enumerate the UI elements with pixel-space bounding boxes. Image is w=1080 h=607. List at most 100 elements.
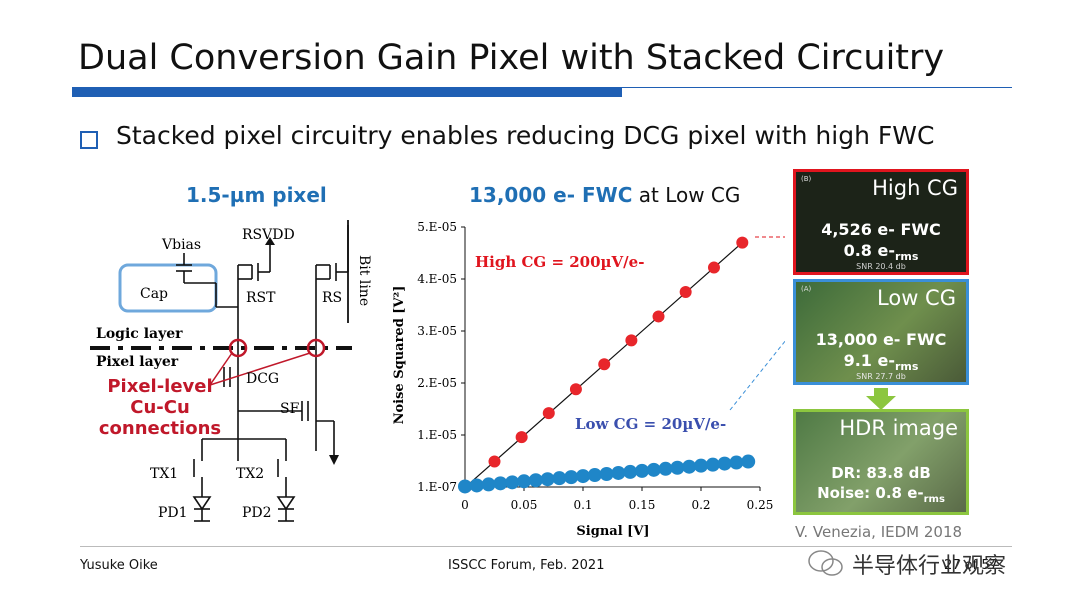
- low-cg-point: [741, 454, 756, 469]
- footer-page: 27 of 57: [944, 558, 998, 573]
- annotation-high-cg: High CG = 200µV/e-: [475, 253, 644, 271]
- label-pd2: PD2: [242, 505, 272, 521]
- label-vbias: Vbias: [161, 237, 201, 253]
- label-rs: RS: [322, 290, 342, 306]
- label-cap: Cap: [140, 286, 168, 302]
- low-cg-point: [493, 476, 508, 491]
- low-cg-point: [576, 469, 590, 484]
- label-pixel-layer: Pixel layer: [96, 354, 179, 370]
- y-axis-label: Noise Squared [V²]: [392, 286, 407, 425]
- low-cg-point: [729, 455, 744, 470]
- footer-divider: [80, 546, 1012, 547]
- high-cg-noise: 0.8 e-rms: [796, 241, 966, 263]
- low-cg-fwc: 13,000 e- FWC: [815, 330, 947, 349]
- label-pd1: PD1: [158, 505, 188, 521]
- hdr-dr: DR: 83.8 dB: [831, 464, 931, 482]
- x-tick-label: 0.25: [747, 498, 774, 512]
- high-cg-point: [488, 455, 501, 468]
- cucu-line-1: Pixel-level: [107, 376, 213, 397]
- low-cg-point: [682, 459, 697, 474]
- high-cg-point: [736, 236, 749, 249]
- title-underline-thin: [622, 87, 1012, 88]
- label-tx2: TX2: [236, 466, 264, 482]
- y-tick-label: 2.E-05: [417, 376, 457, 390]
- hdr-panel: HDR image DR: 83.8 dB Noise: 0.8 e-rms: [793, 409, 969, 515]
- high-cg-point: [542, 407, 555, 420]
- chart-heading-rest: at Low CG: [632, 183, 741, 207]
- high-cg-title: High CG: [872, 176, 958, 200]
- low-cg-point: [540, 472, 555, 487]
- high-cg-panel: (B) High CG 4,526 e- FWC 0.8 e-rms SNR 2…: [793, 169, 969, 275]
- low-cg-point: [587, 468, 602, 483]
- title-underline: [72, 87, 622, 97]
- low-cg-point: [623, 464, 638, 479]
- high-cg-fwc: 4,526 e- FWC: [821, 220, 941, 239]
- bullet-text: Stacked pixel circuitry enables reducing…: [116, 121, 935, 150]
- high-cg-tag: (B): [801, 175, 812, 183]
- footer-author: Yusuke Oike: [80, 558, 158, 573]
- hdr-noise-value: Noise: 0.8 e-: [817, 484, 924, 502]
- low-cg-noise-sub: rms: [894, 360, 919, 374]
- high-cg-snr: SNR 20.4 db: [856, 262, 906, 271]
- label-rsvdd: RSVDD: [242, 227, 295, 243]
- low-cg-point: [505, 475, 520, 490]
- high-cg-point: [598, 358, 611, 371]
- low-cg-point: [646, 462, 661, 477]
- label-dcg: DCG: [246, 371, 279, 387]
- low-cg-tag: (A): [801, 285, 812, 293]
- high-cg-point: [515, 431, 528, 444]
- y-tick-label: 1.E-05: [417, 428, 457, 442]
- x-tick-label: 0: [461, 498, 469, 512]
- high-cg-point: [625, 334, 638, 347]
- high-cg-point: [569, 383, 582, 396]
- chart-heading-bold: 13,000 e- FWC: [469, 183, 633, 207]
- low-cg-point: [611, 465, 626, 480]
- low-cg-point: [599, 467, 614, 481]
- label-tx1: TX1: [150, 466, 178, 482]
- low-cg-point: [469, 478, 484, 493]
- low-cg-point: [458, 479, 472, 494]
- low-cg-point: [481, 477, 496, 492]
- x-tick-label: 0.05: [511, 498, 538, 512]
- pixel-schematic: Vbias RSVDD Cap RST RS Bit line Logic la…: [90, 220, 372, 522]
- label-bitline: Bit line: [356, 255, 372, 306]
- high-cg-noise-sub: rms: [894, 250, 919, 264]
- x-tick-label: 0.1: [573, 498, 592, 512]
- noise-chart: 1.E-07 1.E-05 2.E-05 3.E-05 4.E-05 5.E-05 0 0.…: [392, 220, 785, 539]
- low-cg-point: [658, 461, 673, 476]
- cucu-line-2: Cu-Cu: [130, 397, 190, 418]
- high-cg-noise-value: 0.8 e-: [843, 241, 895, 260]
- low-cg-noise: 9.1 e-rms: [796, 351, 966, 373]
- wechat-logo-icon: [808, 550, 843, 576]
- low-cg-title: Low CG: [877, 286, 956, 310]
- y-tick-label: 4.E-05: [417, 272, 457, 286]
- low-cg-point: [705, 457, 720, 472]
- hdr-title: HDR image: [839, 416, 958, 440]
- label-sf: SF: [280, 401, 300, 417]
- cucu-label: Pixel-level Cu-Cu connections: [88, 376, 232, 439]
- x-tick-label: 0.2: [691, 498, 710, 512]
- low-cg-point: [670, 460, 685, 475]
- cucu-line-3: connections: [98, 418, 222, 439]
- x-tick-label: 0.15: [629, 498, 656, 512]
- high-cg-point: [679, 286, 692, 298]
- low-cg-point: [528, 473, 543, 488]
- high-cg-point: [707, 261, 720, 274]
- y-tick-label: 1.E-07: [417, 480, 457, 494]
- low-cg-noise-value: 9.1 e-: [843, 351, 895, 370]
- annotation-low-cg: Low CG = 20µV/e-: [575, 415, 726, 433]
- slide-title: Dual Conversion Gain Pixel with Stacked …: [78, 38, 945, 78]
- down-arrow-icon: [866, 388, 896, 410]
- chart-heading: 13,000 e- FWC at Low CG: [469, 183, 740, 207]
- y-tick-label: 3.E-05: [417, 324, 457, 338]
- citation: V. Venezia, IEDM 2018: [795, 523, 963, 541]
- low-cg-point: [635, 463, 649, 478]
- bullet-square-icon: [80, 131, 98, 149]
- low-cg-snr: SNR 27.7 db: [856, 372, 906, 381]
- schematic-heading: 1.5-µm pixel: [186, 183, 327, 207]
- hdr-noise: Noise: 0.8 e-rms: [796, 484, 966, 505]
- footer-event: ISSCC Forum, Feb. 2021: [448, 558, 605, 573]
- low-cg-panel: (A) Low CG 13,000 e- FWC 9.1 e-rms SNR 2…: [793, 279, 969, 385]
- low-cg-point: [694, 458, 708, 473]
- label-rst: RST: [246, 290, 276, 306]
